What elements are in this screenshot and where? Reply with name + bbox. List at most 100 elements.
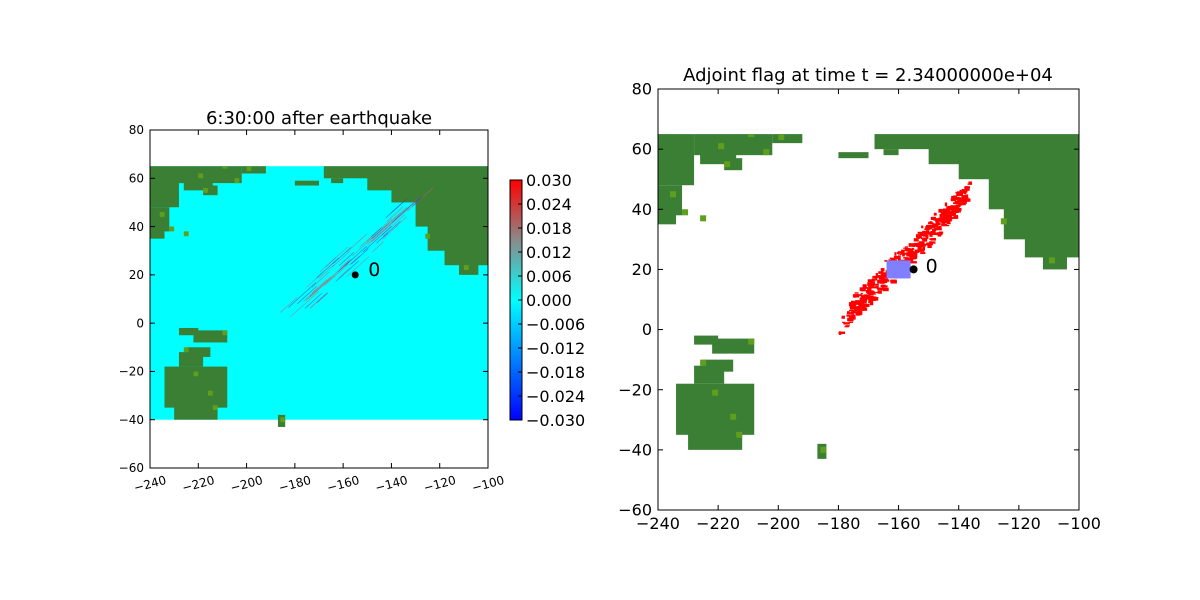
x-tick-label: −180 [277, 473, 312, 495]
flag-cell [903, 247, 906, 249]
wave-streak [338, 252, 354, 266]
y-tick-label: −20 [119, 365, 144, 379]
flag-cell [906, 252, 913, 257]
flag-cell [869, 290, 874, 292]
flag-cell [950, 205, 958, 209]
flag-cell [929, 233, 933, 237]
flag-cell [894, 252, 897, 256]
axes-frame [657, 88, 1080, 511]
flag-cell [867, 295, 873, 300]
flag-cell [942, 208, 950, 212]
wave-streak [370, 227, 382, 238]
flag-cell [918, 246, 922, 251]
flag-cell [929, 221, 932, 223]
flag-cell [880, 273, 886, 278]
wave-streak [386, 206, 404, 222]
flag-cell [952, 198, 956, 201]
flag-cell [955, 210, 961, 213]
wave-streak [311, 279, 328, 294]
coast-cell [169, 226, 175, 232]
flag-cell [929, 225, 935, 229]
coast-cell [159, 212, 165, 217]
land-cell [772, 134, 803, 144]
flag-cell [944, 202, 948, 207]
flag-cell [877, 279, 882, 284]
flag-cell [947, 205, 952, 209]
wave-streak [386, 207, 408, 226]
wave-streak [280, 297, 298, 313]
flag-cell [869, 302, 874, 306]
flag-cell [934, 228, 942, 231]
flag-cell [951, 195, 958, 200]
flag-cell [848, 315, 854, 320]
coast-cell [203, 187, 208, 193]
flag-cell [862, 284, 867, 288]
wave-streak [366, 218, 393, 242]
flag-cell [877, 290, 882, 294]
wave-streak [310, 274, 336, 297]
wave-streak [297, 286, 317, 305]
flag-cell [861, 301, 867, 304]
flag-cell [917, 231, 924, 234]
flag-cell [884, 260, 888, 262]
wave-streak [395, 216, 408, 228]
wave-streak [304, 293, 322, 309]
wave-streak [387, 207, 410, 228]
flag-cell [945, 216, 949, 218]
flag-cell [905, 257, 911, 261]
flag-cell [957, 199, 965, 202]
flag-cell [871, 278, 878, 281]
gauge-label: 0 [368, 259, 380, 281]
y-tick-label: 40 [632, 200, 652, 219]
coast-cell [207, 390, 213, 396]
land-cell [838, 152, 869, 159]
flag-cell [882, 287, 889, 292]
flag-cell [960, 200, 967, 204]
flag-cell [910, 248, 914, 252]
land-cell [688, 428, 743, 450]
flag-cell [938, 225, 942, 230]
flag-cell [890, 258, 896, 261]
flag-cell [844, 326, 849, 328]
wave-streak [371, 241, 384, 253]
y-tick-label: 20 [129, 268, 144, 282]
flag-cell [908, 243, 916, 247]
flag-cell [856, 305, 863, 309]
x-tick-label: −200 [756, 514, 800, 533]
flag-cell [923, 238, 928, 242]
wave-streak [351, 248, 369, 265]
flag-cell [930, 216, 937, 220]
y-tick-label: −20 [618, 380, 652, 399]
land-cell [186, 347, 211, 357]
flag-cell [902, 253, 905, 257]
land-cell [658, 134, 695, 186]
wave-streak [318, 264, 335, 279]
colorbar-tick-label: 0.012 [526, 243, 572, 262]
flag-cell [880, 280, 885, 284]
wave-streak [338, 268, 350, 279]
flag-cell [888, 259, 891, 261]
x-tick-label: −220 [181, 473, 216, 495]
flag-cell [938, 231, 944, 234]
land-cell [703, 359, 734, 372]
flag-cell [912, 251, 918, 255]
flag-cell [875, 285, 879, 289]
flag-cell [890, 279, 897, 283]
y-tick-label: 80 [129, 123, 144, 137]
flag-cell [942, 219, 947, 222]
flag-cell [897, 251, 905, 253]
flag-cell [951, 209, 957, 214]
y-tick-label: −40 [618, 440, 652, 459]
x-tick-label: −120 [422, 473, 457, 495]
land-cell [241, 166, 266, 174]
flag-cell [942, 221, 946, 226]
wave-streak [339, 258, 351, 269]
wave-streak [332, 247, 352, 265]
wave-streak [394, 199, 418, 220]
flag-cell [908, 258, 914, 263]
flag-cell [920, 252, 926, 255]
gauge-marker [909, 265, 918, 274]
flag-cell [870, 293, 877, 295]
flag-cell [911, 243, 917, 245]
wave-streak [316, 292, 329, 303]
